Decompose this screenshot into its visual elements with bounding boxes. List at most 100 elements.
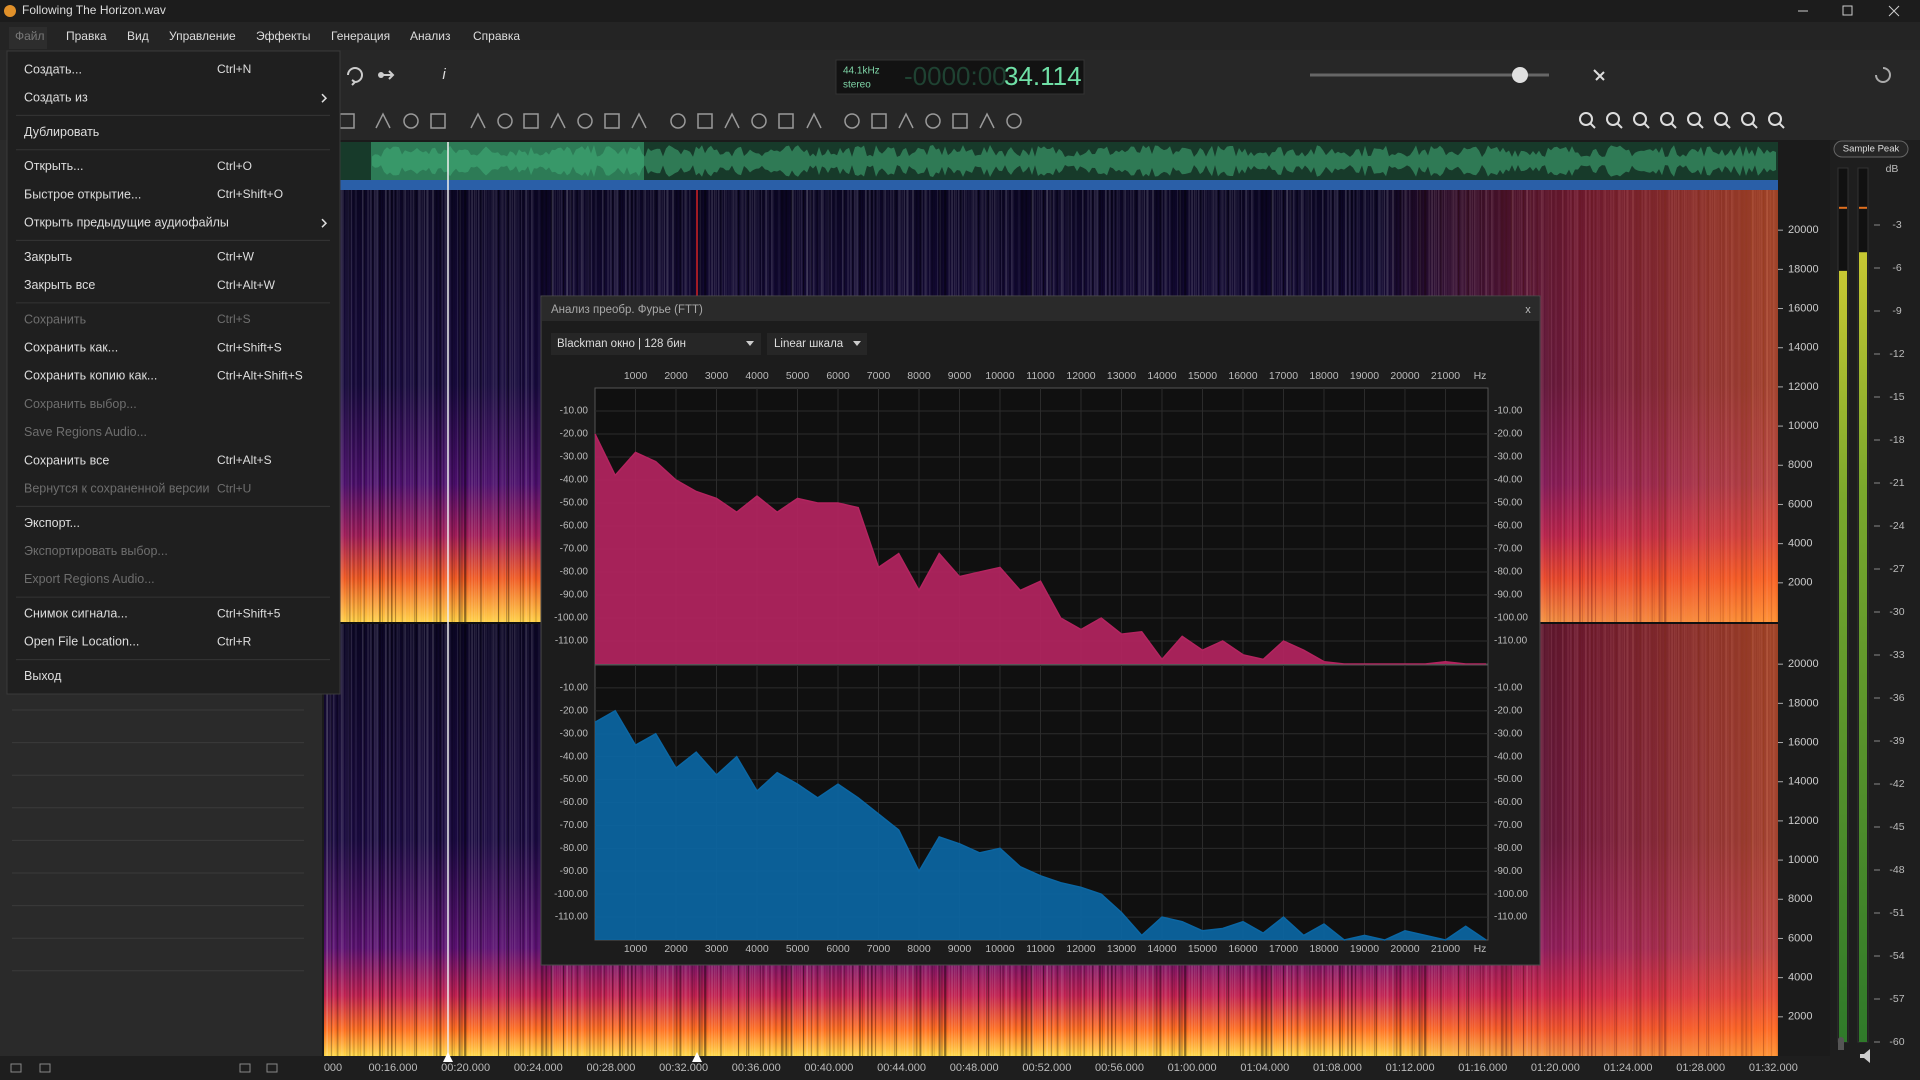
- overview-selection: [371, 142, 644, 180]
- menu-entry[interactable]: Сохранить все: [24, 453, 109, 467]
- y-tick-label: -80.00: [560, 843, 589, 854]
- menu-entry[interactable]: Сохранить копию как...: [24, 369, 157, 383]
- maximize-button[interactable]: [1842, 5, 1853, 16]
- menu-item[interactable]: Генерация: [331, 29, 390, 43]
- zoom-icon[interactable]: [1687, 112, 1701, 126]
- y-tick-label: -70.00: [1494, 544, 1523, 555]
- y-tick-label: -90.00: [1494, 866, 1523, 877]
- status-icon[interactable]: [239, 1063, 251, 1073]
- tool-icon[interactable]: [631, 112, 647, 129]
- menu-entry[interactable]: Открыть...: [24, 159, 84, 173]
- zoom-handle: [1751, 122, 1758, 129]
- zoom-icon[interactable]: [1768, 112, 1782, 126]
- volume-knob[interactable]: [1512, 67, 1528, 83]
- menu-entry: Вернутся к сохраненной версии: [24, 481, 209, 495]
- y-tick-label: -40.00: [1494, 475, 1523, 486]
- scale-select[interactable]: [767, 333, 867, 355]
- submenu-arrow: [321, 218, 328, 228]
- overview-scrollbar[interactable]: [340, 180, 1778, 190]
- loop-icon[interactable]: [347, 67, 363, 86]
- zoom-icon[interactable]: [1606, 112, 1620, 126]
- x-tick-label: 6000: [826, 943, 850, 955]
- tool-icon[interactable]: [806, 112, 822, 129]
- tool-icon[interactable]: [403, 113, 419, 129]
- status-icon[interactable]: [10, 1063, 22, 1073]
- menu-entry[interactable]: Создать...: [24, 62, 82, 76]
- zoom-icon[interactable]: [1714, 112, 1728, 126]
- tool-icon[interactable]: [550, 112, 566, 129]
- y-tick-label: -30.00: [560, 452, 589, 463]
- menu-entry[interactable]: Открыть предыдущие аудиофайлы: [24, 215, 229, 229]
- zoom-icon[interactable]: [1660, 112, 1674, 126]
- spectrum-line: [594, 709, 1487, 941]
- meter-label: -42: [1889, 778, 1904, 790]
- y-tick-label: -80.00: [1494, 567, 1523, 578]
- tool-icon[interactable]: [697, 113, 713, 129]
- fft-close[interactable]: x: [1525, 304, 1531, 316]
- tool-icon[interactable]: [497, 113, 513, 129]
- dropdown-arrow: [746, 341, 754, 346]
- window-select[interactable]: [551, 333, 761, 355]
- x-tick-label: 2000: [664, 370, 688, 382]
- close-button[interactable]: [1888, 5, 1900, 17]
- zoom-icon[interactable]: [1741, 112, 1755, 126]
- menu-entry[interactable]: Создать из: [24, 90, 88, 104]
- sample-rate: 44.1kHz: [843, 66, 880, 77]
- meter-title-pill[interactable]: [1833, 140, 1909, 158]
- x-tick-label: 2000: [664, 943, 688, 955]
- menu-entry[interactable]: Open File Location...: [24, 635, 139, 649]
- history-icon[interactable]: [1875, 67, 1891, 83]
- time-value: 34.114: [1004, 61, 1082, 91]
- meter-label: -3: [1892, 219, 1901, 231]
- tool-icon[interactable]: [430, 113, 446, 129]
- menu-entry[interactable]: Закрыть все: [24, 278, 95, 292]
- menu-item[interactable]: Эффекты: [256, 29, 311, 43]
- menu-item[interactable]: Справка: [473, 29, 520, 43]
- menu-entry[interactable]: Снимок сигнала...: [24, 606, 128, 620]
- tool-icon[interactable]: [1006, 113, 1022, 129]
- time-label: 01:00.000: [1168, 1062, 1217, 1074]
- tool-icon[interactable]: [523, 113, 539, 129]
- tool-icon[interactable]: [844, 113, 860, 129]
- pen-icon[interactable]: [1593, 69, 1605, 81]
- tool-icon[interactable]: [470, 112, 486, 129]
- x-tick-label: 21000: [1431, 943, 1460, 955]
- menu-item[interactable]: Анализ: [410, 29, 451, 43]
- meter-level: [1839, 270, 1847, 1042]
- tool-icon[interactable]: [751, 113, 767, 129]
- menu-item[interactable]: Управление: [169, 29, 236, 43]
- menu-item[interactable]: Вид: [127, 29, 149, 43]
- overview-wave: [372, 145, 1776, 177]
- menu-entry[interactable]: Сохранить как...: [24, 340, 118, 354]
- tool-icon[interactable]: [724, 112, 740, 129]
- info-button[interactable]: i: [442, 66, 446, 83]
- menu-entry[interactable]: Экспорт...: [24, 516, 80, 530]
- menu-shortcut: Ctrl+Shift+O: [217, 187, 283, 201]
- status-icon[interactable]: [266, 1063, 278, 1073]
- menu-shortcut: Ctrl+O: [217, 159, 252, 173]
- tool-icon[interactable]: [778, 113, 794, 129]
- menu-entry[interactable]: Дублировать: [24, 125, 99, 139]
- status-icon[interactable]: [39, 1063, 51, 1073]
- menu-entry[interactable]: Закрыть: [24, 250, 72, 264]
- y-tick-label: -60.00: [1494, 797, 1523, 808]
- channels: stereo: [843, 80, 871, 91]
- menu-entry[interactable]: Выход: [24, 669, 62, 683]
- y-tick-label: -50.00: [1494, 498, 1523, 509]
- tool-icon[interactable]: [898, 112, 914, 129]
- zoom-icon[interactable]: [1579, 112, 1593, 126]
- tool-icon[interactable]: [604, 113, 620, 129]
- speaker-icon[interactable]: [1860, 1049, 1870, 1063]
- tool-icon[interactable]: [952, 113, 968, 129]
- mic-icon[interactable]: [1838, 1037, 1844, 1050]
- tool-icon[interactable]: [577, 113, 593, 129]
- tool-icon[interactable]: [925, 113, 941, 129]
- menu-entry[interactable]: Быстрое открытие...: [24, 187, 141, 201]
- menu-item[interactable]: Правка: [66, 29, 107, 43]
- meter-label: -36: [1889, 692, 1904, 704]
- tool-icon[interactable]: [979, 112, 995, 129]
- tool-icon[interactable]: [670, 113, 686, 129]
- tool-icon[interactable]: [871, 113, 887, 129]
- zoom-icon[interactable]: [1633, 112, 1647, 126]
- tool-icon[interactable]: [375, 112, 391, 129]
